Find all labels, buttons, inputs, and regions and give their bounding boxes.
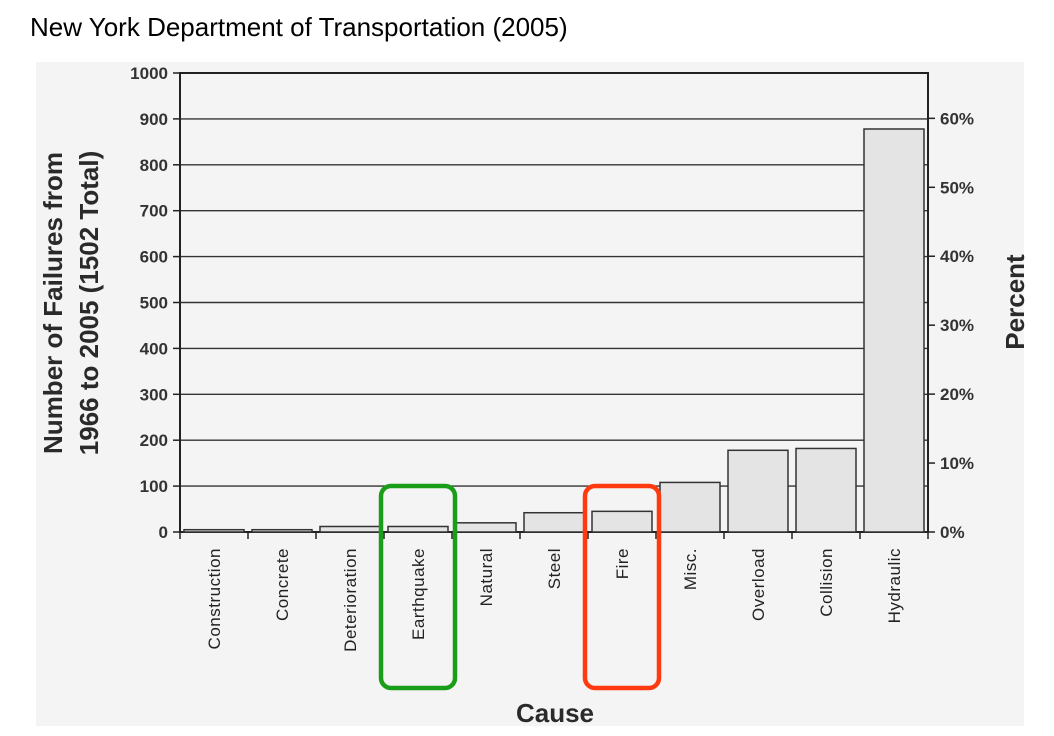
x-tick-label: Earthquake [409,548,428,640]
bar-fire [591,510,653,533]
y-tick-label: 500 [140,294,168,313]
x-tick-label: Fire [613,548,632,579]
bar-natural [455,522,517,533]
bar-construction [183,528,245,533]
y-tick-label: 100 [140,477,168,496]
x-tick-label: Collision [817,548,836,617]
y-right-tick-label: 20% [940,385,974,404]
y-tick-label: 200 [140,431,168,450]
y-tick-label: 600 [140,248,168,267]
y-tick-label: 0 [159,523,168,542]
x-tick-label: Natural [477,548,496,606]
highlight-box-earthquake [378,483,458,691]
y-right-tick-label: 0% [940,523,965,542]
bar-earthquake [387,525,449,533]
bar-collision [795,447,857,533]
x-tick-label: Concrete [273,548,292,621]
y-tick-label: 700 [140,202,168,221]
bar-steel [523,511,585,533]
x-tick-label: Overload [749,548,768,621]
x-tick-label: Steel [545,548,564,589]
y-right-tick-label: 50% [940,178,974,197]
y-axis-title-line1: Number of Failures from [38,152,68,454]
bar-concrete [251,528,313,533]
x-tick-label: Hydraulic [885,548,904,623]
bar-hydraulic [863,128,925,533]
y-tick-label: 300 [140,385,168,404]
bar-misc [659,481,721,533]
x-tick-label: Misc. [681,548,700,590]
bar-deterioration [319,525,381,533]
x-tick-label: Construction [205,548,224,649]
y-tick-label: 900 [140,110,168,129]
y-tick-label: 400 [140,339,168,358]
x-tick-label: Deterioration [341,548,360,652]
bar-overload [727,449,789,533]
y-tick-label: 800 [140,156,168,175]
page-title: New York Department of Transportation (2… [30,12,568,42]
x-axis-title: Cause [516,698,594,728]
y-tick-label: 1000 [130,64,168,83]
y-right-tick-label: 60% [940,109,974,128]
y-right-tick-label: 10% [940,454,974,473]
y-axis-title-line2: 1966 to 2005 (1502 Total) [74,151,104,455]
highlight-box-fire [582,483,662,691]
y-right-tick-label: 40% [940,247,974,266]
y-right-axis-title: Percent [1000,254,1030,350]
y-right-tick-label: 30% [940,316,974,335]
